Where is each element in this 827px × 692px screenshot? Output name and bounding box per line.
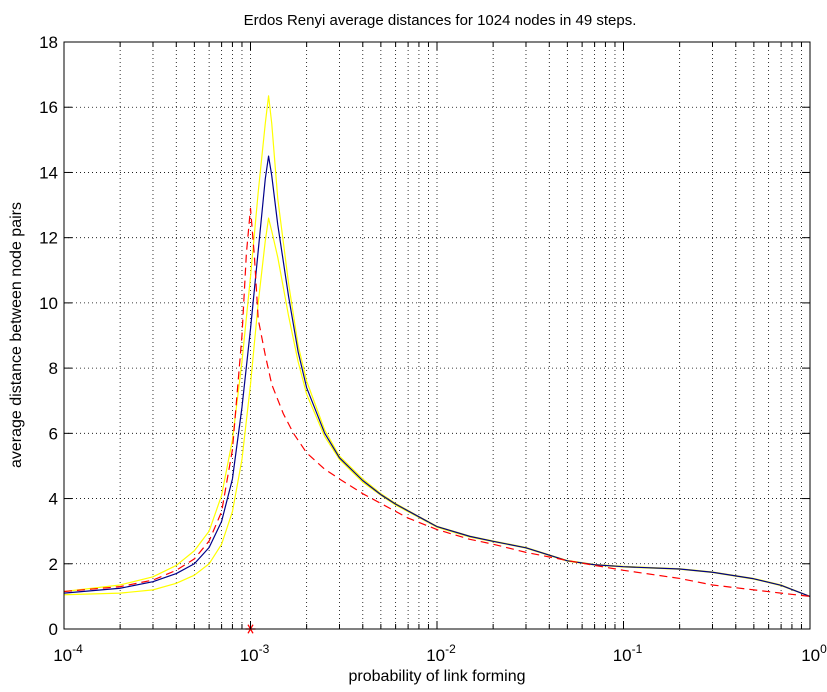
x-axis-label: probability of link forming (349, 668, 526, 685)
y-tick-label: 2 (49, 555, 58, 574)
y-axis-label: average distance between node pairs (8, 202, 25, 468)
tick-labels: 0 2 4 6 8 10 12 14 16 18 10-4 10-3 10-2 10-1 100 (39, 33, 827, 665)
series-line-3 (63, 155, 811, 597)
x-tick-label: 100 (801, 642, 827, 665)
x-tick-label: 10-3 (240, 642, 270, 665)
y-tick-label: 0 (49, 620, 58, 639)
ticks (63, 41, 811, 630)
series-layer (63, 95, 811, 634)
chart-title: Erdos Renyi average distances for 1024 n… (244, 12, 637, 29)
x-tick-label: 10-2 (426, 642, 456, 665)
y-tick-label: 4 (49, 490, 58, 509)
y-tick-label: 8 (49, 359, 58, 378)
y-tick-label: 12 (39, 229, 58, 248)
grid (64, 42, 810, 629)
y-tick-label: 16 (39, 98, 58, 117)
y-tick-label: 14 (39, 163, 58, 182)
x-tick-label: 10-4 (53, 642, 83, 665)
y-tick-label: 6 (49, 424, 58, 443)
x-tick-label: 10-1 (613, 642, 643, 665)
y-tick-label: 10 (39, 294, 58, 313)
y-tick-label: 18 (39, 33, 58, 52)
